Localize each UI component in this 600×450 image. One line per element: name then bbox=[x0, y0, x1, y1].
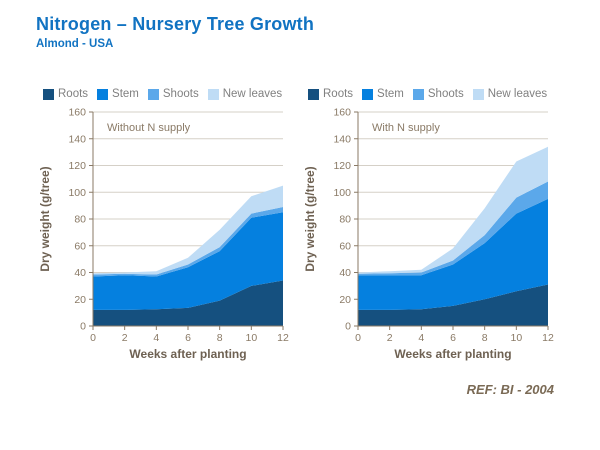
x-tick-label: 4 bbox=[153, 332, 159, 344]
stem-swatch-icon bbox=[362, 88, 374, 100]
shoots-swatch-icon bbox=[412, 88, 424, 100]
legend-label: Shoots bbox=[162, 88, 199, 100]
x-tick-label: 6 bbox=[450, 332, 456, 344]
y-tick-label: 160 bbox=[68, 107, 86, 119]
y-tick-label: 140 bbox=[333, 133, 351, 145]
legend-label: New leaves bbox=[487, 88, 548, 100]
new-leaves-swatch-icon bbox=[207, 88, 219, 100]
area-shoots bbox=[93, 207, 283, 277]
y-tick-label: 0 bbox=[80, 321, 86, 333]
y-axis-title: Dry weight (g/tree) bbox=[38, 166, 52, 271]
y-tick-label: 100 bbox=[68, 187, 86, 199]
chart-annotation: Without N supply bbox=[107, 122, 191, 134]
area-chart-with-n-supply: 0 20 40 60 80 100 120 140 160 0 2 4 6 8 10 12 With N sup… bbox=[303, 107, 554, 362]
y-tick-label: 80 bbox=[339, 214, 351, 226]
chart-annotation: With N supply bbox=[372, 122, 440, 134]
area-stem bbox=[358, 198, 548, 310]
y-tick-label: 20 bbox=[339, 294, 351, 306]
page-subtitle: Almond - USA bbox=[36, 38, 114, 50]
legend-with-n: Roots Stem Shoots New leaves bbox=[308, 88, 568, 100]
area-new-leaves bbox=[93, 185, 283, 275]
y-tick-label: 160 bbox=[333, 107, 351, 119]
legend-label: Stem bbox=[112, 88, 139, 100]
x-tick-label: 2 bbox=[122, 332, 128, 344]
x-tick-label: 12 bbox=[277, 332, 289, 344]
y-tick-label: 120 bbox=[333, 160, 351, 172]
area-roots bbox=[93, 280, 283, 326]
legend-item-shoots: Shoots bbox=[412, 88, 464, 100]
x-tick-label: 0 bbox=[355, 332, 361, 344]
y-tick-label: 120 bbox=[68, 160, 86, 172]
legend-item-stem: Stem bbox=[97, 88, 139, 100]
x-tick-label: 2 bbox=[387, 332, 393, 344]
legend-label: Roots bbox=[323, 88, 354, 100]
y-tick-label: 140 bbox=[68, 133, 86, 145]
y-tick-label: 40 bbox=[339, 267, 351, 279]
area-roots bbox=[358, 284, 548, 326]
roots-swatch-icon bbox=[43, 88, 54, 100]
roots-swatch-icon bbox=[308, 88, 319, 100]
legend-item-new-leaves: New leaves bbox=[207, 88, 283, 100]
y-tick-label: 40 bbox=[74, 267, 86, 279]
legend-item-new-leaves: New leaves bbox=[472, 88, 548, 100]
legend-label: Shoots bbox=[427, 88, 464, 100]
y-tick-label: 0 bbox=[345, 321, 351, 333]
x-tick-label: 10 bbox=[510, 332, 522, 344]
legend-item-roots: Roots bbox=[308, 88, 353, 100]
stem-swatch-icon bbox=[97, 88, 109, 100]
x-axis-title: Weeks after planting bbox=[394, 347, 511, 361]
shoots-swatch-icon bbox=[147, 88, 159, 100]
legend-item-shoots: Shoots bbox=[147, 88, 199, 100]
charts-row: Roots Stem Shoots New leaves 0 20 40 60 80 10… bbox=[38, 86, 568, 362]
x-tick-label: 4 bbox=[418, 332, 424, 344]
legend-label: Roots bbox=[58, 88, 89, 100]
x-tick-label: 12 bbox=[542, 332, 554, 344]
x-tick-label: 6 bbox=[185, 332, 191, 344]
page-title: Nitrogen – Nursery Tree Growth bbox=[36, 14, 315, 34]
legend-label: Stem bbox=[377, 88, 404, 100]
chart-block-with-n: Roots Stem Shoots New leaves 0 20 40 60 80 10… bbox=[303, 86, 568, 362]
x-tick-label: 8 bbox=[217, 332, 223, 344]
reference-label: REF: BI - 2004 bbox=[466, 382, 554, 397]
y-axis-title: Dry weight (g/tree) bbox=[303, 166, 317, 271]
y-tick-label: 100 bbox=[333, 187, 351, 199]
header: Nitrogen – Nursery Tree Growth Almond - … bbox=[36, 14, 314, 50]
area-chart-without-n-supply: 0 20 40 60 80 100 120 140 160 0 2 4 6 8 10 12 Without N … bbox=[38, 107, 289, 362]
legend-item-roots: Roots bbox=[43, 88, 88, 100]
legend-item-stem: Stem bbox=[362, 88, 404, 100]
y-tick-label: 80 bbox=[74, 214, 86, 226]
legend-without-n: Roots Stem Shoots New leaves bbox=[43, 88, 303, 100]
y-tick-label: 60 bbox=[74, 240, 86, 252]
y-tick-label: 60 bbox=[339, 240, 351, 252]
area-new-leaves bbox=[358, 146, 548, 274]
legend-label: New leaves bbox=[222, 88, 283, 100]
x-tick-label: 10 bbox=[245, 332, 257, 344]
x-tick-label: 0 bbox=[90, 332, 96, 344]
x-tick-label: 8 bbox=[482, 332, 488, 344]
x-axis-title: Weeks after planting bbox=[129, 347, 246, 361]
new-leaves-swatch-icon bbox=[472, 88, 484, 100]
chart-block-without-n: Roots Stem Shoots New leaves 0 20 40 60 80 10… bbox=[38, 86, 303, 362]
y-tick-label: 20 bbox=[74, 294, 86, 306]
area-stem bbox=[93, 212, 283, 310]
